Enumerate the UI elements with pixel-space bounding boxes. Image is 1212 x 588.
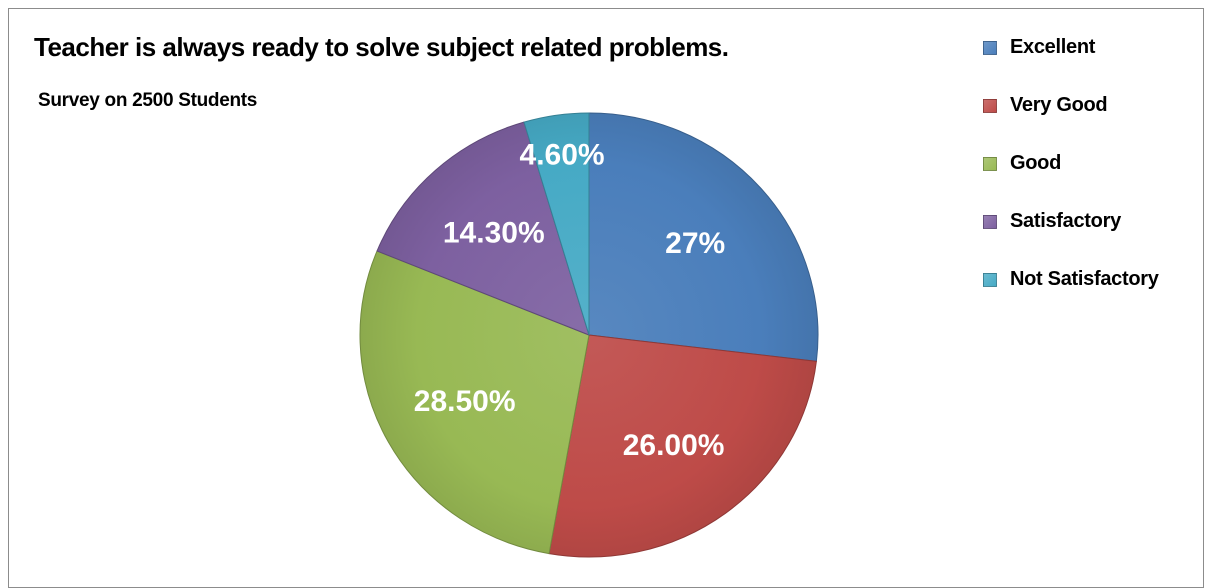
data-label-good: 28.50% <box>414 385 516 418</box>
pie-slice-good <box>359 250 590 555</box>
pie-slice-satisfactory <box>376 121 590 336</box>
data-label-satisfactory: 14.30% <box>443 216 545 249</box>
pie-slice-very-good <box>548 334 817 558</box>
legend-swatch <box>983 273 997 287</box>
legend-swatch <box>983 215 997 229</box>
legend-label: Excellent <box>1010 36 1096 58</box>
legend-swatch <box>983 157 997 171</box>
legend-swatch <box>983 99 997 113</box>
data-label-very-good: 26.00% <box>623 429 725 462</box>
legend-label: Not Satisfactory <box>1010 268 1159 290</box>
legend-label: Satisfactory <box>1010 210 1121 232</box>
chart-subtitle: Survey on 2500 Students <box>38 90 258 111</box>
legend-swatch <box>983 41 997 55</box>
pie-chart: 27% 26.00% 28.50% 14.30% 4.60% <box>359 112 819 558</box>
pie-slice-excellent <box>588 112 819 362</box>
data-label-excellent: 27% <box>665 227 725 260</box>
legend-label: Good <box>1010 152 1062 174</box>
data-label-not-satisfactory: 4.60% <box>520 138 605 171</box>
pie-slice-not-satisfactory <box>523 112 590 336</box>
legend-label: Very Good <box>1010 94 1108 116</box>
chart-title: Teacher is always ready to solve subject… <box>34 32 729 62</box>
